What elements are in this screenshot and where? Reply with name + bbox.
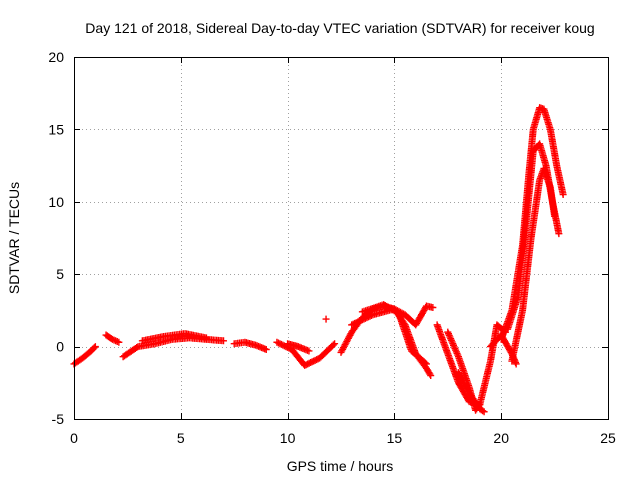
data-point [305, 347, 313, 355]
data-point [361, 314, 369, 322]
data-point [329, 341, 337, 349]
x-tick-label: 0 [70, 430, 78, 446]
series-sat-b [102, 331, 123, 346]
data-point [112, 337, 120, 345]
y-tick-label: 15 [48, 121, 64, 137]
data-point [90, 344, 98, 352]
y-tick-label: 0 [56, 339, 64, 355]
data-point [331, 340, 339, 348]
y-tick-label: 5 [56, 266, 64, 282]
series-sat-a [70, 343, 99, 368]
x-tick-label: 25 [600, 430, 616, 446]
data-point [357, 317, 365, 325]
y-tick-labels: -5 0 5 10 15 20 [48, 49, 64, 427]
y-axis-title: SDTVAR / TECUs [6, 182, 22, 294]
series-sat-h [322, 315, 330, 323]
data-point [220, 337, 228, 345]
series-sat-n [454, 369, 488, 416]
x-tick-label: 5 [177, 430, 185, 446]
x-tick-label: 20 [493, 430, 509, 446]
data-point [358, 316, 366, 324]
data-point [262, 345, 270, 353]
data-point [108, 335, 116, 343]
data-point [480, 408, 488, 416]
x-tick-label: 10 [280, 430, 296, 446]
data-point [429, 304, 437, 312]
data-point [555, 230, 563, 238]
data-point [421, 359, 429, 367]
plot-frame [74, 57, 609, 420]
data-point [363, 314, 371, 322]
data-point [349, 320, 357, 328]
data-point [426, 370, 434, 378]
y-tick-label: 20 [48, 49, 64, 65]
axis-ticks [74, 57, 609, 420]
series-sat-r [508, 164, 559, 365]
data-point [368, 311, 376, 319]
data-point [551, 212, 559, 220]
data-point [360, 315, 368, 323]
chart-title: Day 121 of 2018, Sidereal Day-to-day VTE… [85, 20, 594, 36]
data-point [355, 317, 363, 325]
series-sat-g [284, 340, 313, 355]
x-axis-title: GPS time / hours [287, 458, 394, 474]
series-sat-e [230, 338, 270, 353]
data-point [348, 321, 356, 329]
data-point [322, 315, 330, 323]
data-point [512, 360, 520, 368]
series-sat-f [273, 338, 339, 369]
y-tick-label: 10 [48, 194, 64, 210]
data-point [364, 313, 372, 321]
data-point [354, 318, 362, 326]
x-tick-labels: 0 5 10 15 20 25 [70, 430, 616, 446]
data-point [91, 343, 99, 351]
data-points [70, 104, 567, 416]
series-sat-k [358, 301, 430, 368]
data-point [115, 338, 123, 346]
data-point [422, 360, 430, 368]
data-point [479, 407, 487, 415]
data-point [133, 344, 141, 352]
data-point [559, 191, 567, 199]
data-point [366, 312, 374, 320]
data-point [351, 319, 359, 327]
data-point [110, 336, 118, 344]
data-point [427, 372, 435, 380]
data-point [113, 338, 121, 346]
data-point [352, 319, 360, 327]
x-tick-label: 15 [387, 430, 403, 446]
data-point [202, 334, 210, 342]
y-tick-label: -5 [52, 411, 65, 427]
series-sat-d [138, 330, 210, 345]
